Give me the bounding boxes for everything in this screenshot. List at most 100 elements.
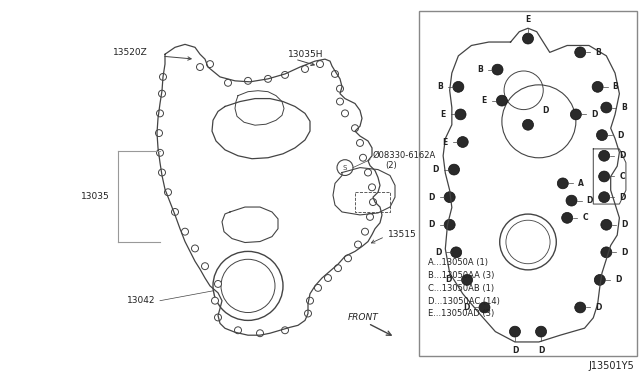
Text: B: B (612, 82, 618, 92)
Text: C: C (582, 214, 588, 222)
Circle shape (455, 109, 466, 120)
Circle shape (598, 150, 610, 161)
Circle shape (337, 85, 344, 92)
Text: B: B (621, 103, 627, 112)
Text: D: D (615, 275, 621, 285)
Circle shape (207, 61, 214, 68)
Circle shape (444, 219, 455, 230)
Circle shape (575, 302, 586, 313)
Text: A: A (578, 179, 584, 188)
Circle shape (601, 219, 612, 230)
Circle shape (196, 64, 204, 70)
Circle shape (202, 263, 209, 270)
Text: 13515: 13515 (388, 230, 417, 239)
Circle shape (314, 285, 321, 291)
Text: D: D (617, 131, 623, 140)
Circle shape (449, 164, 460, 175)
Text: E: E (442, 138, 448, 147)
Text: D: D (433, 165, 439, 174)
Circle shape (453, 81, 464, 92)
Circle shape (305, 310, 312, 317)
Circle shape (344, 255, 351, 262)
Circle shape (362, 228, 369, 235)
Text: D: D (538, 346, 544, 355)
Circle shape (264, 76, 271, 82)
Text: D: D (621, 220, 628, 229)
Text: B...13050AA (3): B...13050AA (3) (428, 271, 494, 280)
Circle shape (172, 209, 179, 215)
Text: C...13050AB (1): C...13050AB (1) (428, 284, 494, 293)
Text: J13501Y5: J13501Y5 (588, 361, 634, 371)
Circle shape (356, 140, 364, 147)
Circle shape (332, 70, 339, 77)
Text: Ø08330-6162A: Ø08330-6162A (373, 151, 436, 160)
Circle shape (596, 130, 607, 141)
Text: D: D (512, 346, 518, 355)
Circle shape (598, 192, 610, 203)
Circle shape (497, 95, 508, 106)
Circle shape (164, 189, 172, 196)
Circle shape (479, 302, 490, 313)
Circle shape (562, 212, 573, 223)
Text: D: D (428, 220, 435, 229)
Text: D: D (586, 196, 593, 205)
Circle shape (360, 154, 367, 161)
Circle shape (365, 169, 371, 176)
Circle shape (355, 241, 362, 248)
Text: A...13050A (1): A...13050A (1) (428, 258, 488, 267)
Text: 13520Z: 13520Z (113, 48, 148, 57)
Circle shape (457, 137, 468, 147)
Circle shape (282, 327, 289, 334)
Text: D: D (445, 275, 452, 285)
Text: 13042: 13042 (127, 296, 155, 305)
Text: B: B (438, 82, 444, 92)
Text: D: D (463, 303, 470, 312)
Text: D: D (542, 106, 548, 115)
Circle shape (601, 247, 612, 258)
Circle shape (307, 297, 314, 304)
Circle shape (522, 119, 534, 130)
Circle shape (156, 129, 163, 137)
Circle shape (509, 326, 520, 337)
Circle shape (570, 109, 581, 120)
Circle shape (367, 214, 374, 220)
Circle shape (557, 178, 568, 189)
Circle shape (595, 275, 605, 285)
Bar (419, 11, 637, 356)
Circle shape (159, 169, 166, 176)
Text: E: E (440, 110, 445, 119)
Circle shape (444, 192, 455, 203)
Circle shape (157, 110, 163, 117)
Circle shape (536, 326, 547, 337)
Text: D: D (619, 193, 625, 202)
Text: D: D (591, 110, 597, 119)
Text: 13035H: 13035H (288, 50, 323, 59)
Circle shape (282, 71, 289, 78)
Text: E: E (482, 96, 487, 105)
Circle shape (369, 184, 376, 191)
Circle shape (317, 61, 323, 68)
Circle shape (337, 98, 344, 105)
Circle shape (157, 150, 163, 156)
Circle shape (225, 79, 232, 86)
Circle shape (234, 327, 241, 334)
Circle shape (566, 195, 577, 206)
Text: E: E (525, 15, 531, 24)
Text: (2): (2) (385, 161, 397, 170)
Text: B: B (595, 48, 601, 57)
Circle shape (522, 33, 534, 44)
Text: S: S (343, 164, 347, 171)
Circle shape (461, 275, 472, 285)
Text: D...13050AC (14): D...13050AC (14) (428, 296, 500, 306)
Text: D: D (619, 151, 625, 160)
Circle shape (211, 297, 218, 304)
Circle shape (159, 90, 166, 97)
Circle shape (451, 247, 461, 258)
Circle shape (301, 65, 308, 73)
Circle shape (598, 171, 610, 182)
Circle shape (244, 77, 252, 84)
Text: D: D (621, 248, 628, 257)
Circle shape (351, 125, 358, 132)
Circle shape (601, 102, 612, 113)
Circle shape (191, 245, 198, 252)
